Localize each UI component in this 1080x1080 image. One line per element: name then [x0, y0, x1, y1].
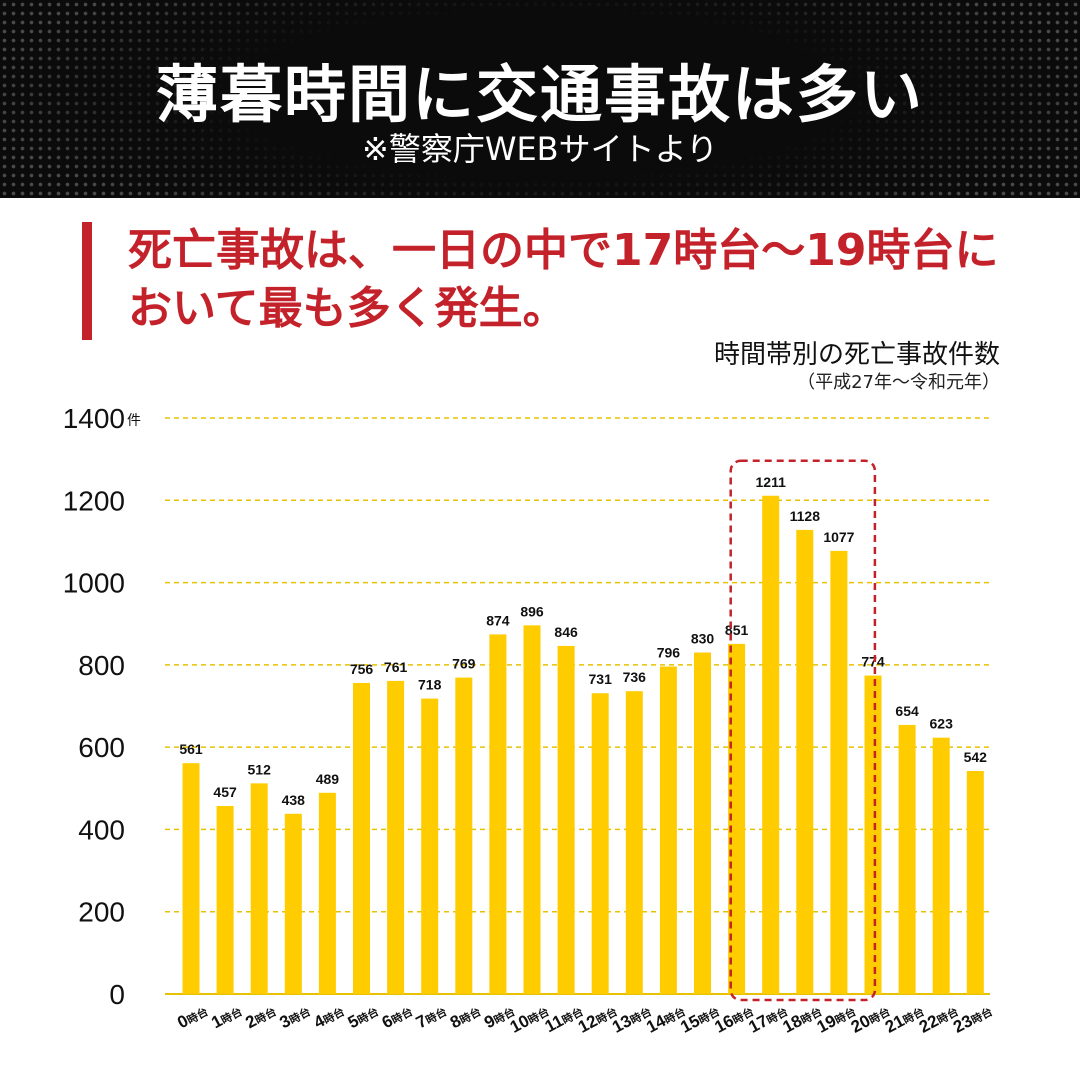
headline-line-1: 死亡事故は、一日の中で17時台～19時台に [128, 225, 999, 276]
y-tick-label: 400 [78, 814, 125, 845]
chart-subtitle: （平成27年～令和元年） [797, 372, 1000, 393]
bar [250, 783, 268, 994]
headline-line-2: おいて最も多く発生。 [128, 283, 567, 334]
data-label: 774 [861, 654, 885, 670]
data-label: 846 [554, 624, 578, 640]
y-tick-label: 600 [78, 732, 125, 763]
data-label: 731 [589, 671, 613, 687]
data-label: 561 [179, 741, 203, 757]
data-label: 830 [691, 631, 715, 647]
bar [284, 813, 302, 994]
bar [318, 792, 336, 994]
data-label: 1077 [823, 529, 854, 545]
y-tick-label: 800 [78, 650, 125, 681]
bar [966, 771, 984, 994]
bar [728, 643, 746, 994]
bar [182, 763, 200, 994]
data-label: 512 [248, 761, 272, 777]
y-unit-label: 件 [127, 413, 141, 429]
header-fade [0, 0, 1080, 198]
y-tick-label: 1200 [63, 485, 125, 516]
data-label: 761 [384, 659, 408, 675]
y-tick-label: 200 [78, 897, 125, 928]
x-tick-label: 23時台 [950, 1001, 995, 1037]
data-label: 756 [350, 661, 374, 677]
bar [864, 675, 882, 994]
bar [932, 737, 950, 994]
x-tick-label: 3時台 [276, 1001, 313, 1033]
source-note: ※警察庁WEBサイトより [362, 130, 718, 168]
x-tick-label: 0時台 [174, 1001, 211, 1033]
headline-accent-bar [82, 222, 92, 340]
bar [796, 529, 814, 994]
data-label: 1128 [790, 508, 821, 524]
data-label: 851 [725, 622, 749, 638]
highlight-box [729, 459, 877, 1002]
page-title: 薄暮時間に交通事故は多い [155, 58, 924, 131]
data-label: 623 [930, 716, 954, 732]
x-tick-label: 8時台 [447, 1001, 484, 1033]
bar [557, 645, 575, 994]
data-label: 542 [964, 749, 988, 765]
headline: 死亡事故は、一日の中で17時台～19時台に おいて最も多く発生。 [128, 222, 1048, 338]
x-tick-label: 1時台 [208, 1001, 245, 1033]
data-label: 736 [623, 669, 647, 685]
data-label: 654 [895, 703, 919, 719]
x-tick-label: 4時台 [311, 1001, 348, 1033]
x-tick-label: 5時台 [345, 1001, 382, 1033]
data-label: 1211 [756, 474, 787, 490]
bar [659, 666, 677, 994]
data-label: 457 [213, 784, 237, 800]
bar [762, 495, 780, 994]
data-label: 489 [316, 771, 340, 787]
data-label: 796 [657, 645, 681, 661]
bar [353, 682, 370, 994]
data-label: 718 [418, 677, 442, 693]
y-tick-label: 1400 [63, 403, 125, 434]
bar [625, 691, 643, 994]
data-label: 896 [520, 603, 544, 619]
y-tick-label: 0 [109, 979, 125, 1010]
bar [455, 677, 473, 994]
bar [898, 724, 916, 994]
bar [489, 634, 507, 994]
x-tick-label: 7時台 [413, 1001, 450, 1033]
y-tick-label: 1000 [63, 568, 125, 599]
bar [387, 680, 405, 994]
bar [216, 805, 234, 994]
bar [523, 625, 541, 994]
x-tick-label: 2時台 [242, 1001, 279, 1033]
bar [830, 550, 848, 994]
chart-title: 時間帯別の死亡事故件数 [713, 340, 1000, 370]
bar [694, 652, 711, 994]
x-tick-label: 6時台 [379, 1001, 416, 1033]
bar [591, 693, 609, 994]
data-label: 769 [452, 656, 476, 672]
bar [421, 698, 439, 994]
data-label: 438 [282, 792, 306, 808]
header-banner: 薄暮時間に交通事故は多い ※警察庁WEBサイトより [0, 0, 1080, 198]
data-label: 874 [486, 612, 510, 628]
